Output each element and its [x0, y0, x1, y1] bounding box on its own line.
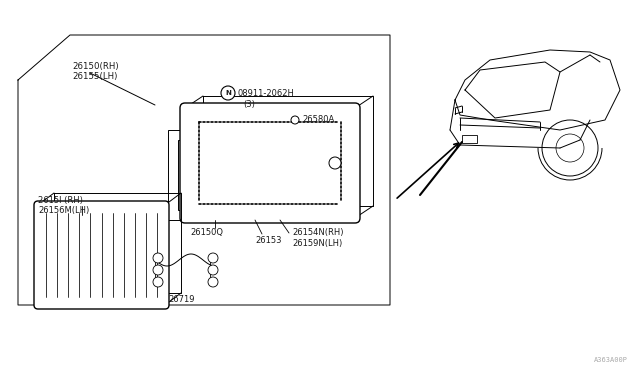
Circle shape: [153, 253, 163, 263]
Circle shape: [329, 157, 341, 169]
FancyBboxPatch shape: [34, 201, 169, 309]
Text: 26159N(LH): 26159N(LH): [292, 239, 342, 248]
Text: 08911-2062H: 08911-2062H: [238, 89, 295, 98]
Text: 26153: 26153: [255, 236, 282, 245]
Text: 26150Q: 26150Q: [190, 228, 223, 237]
Circle shape: [208, 277, 218, 287]
Text: (3): (3): [243, 100, 255, 109]
Text: A363A00P: A363A00P: [594, 357, 628, 363]
Circle shape: [208, 265, 218, 275]
Text: 26154N(RH): 26154N(RH): [292, 228, 344, 237]
FancyBboxPatch shape: [180, 103, 360, 223]
Text: 26155(LH): 26155(LH): [72, 72, 117, 81]
Text: 26150(RH): 26150(RH): [72, 62, 118, 71]
Text: N: N: [225, 90, 231, 96]
Text: 2615l (RH): 2615l (RH): [38, 196, 83, 205]
Bar: [462, 135, 477, 143]
Bar: [168, 130, 285, 220]
Text: 26580A: 26580A: [302, 115, 334, 124]
Text: 26156M(LH): 26156M(LH): [38, 206, 89, 215]
Circle shape: [208, 253, 218, 263]
Circle shape: [291, 116, 299, 124]
Bar: [178, 140, 275, 210]
Circle shape: [153, 265, 163, 275]
Text: 26719: 26719: [169, 295, 195, 304]
Circle shape: [153, 277, 163, 287]
Circle shape: [221, 86, 235, 100]
Bar: [207, 128, 333, 198]
